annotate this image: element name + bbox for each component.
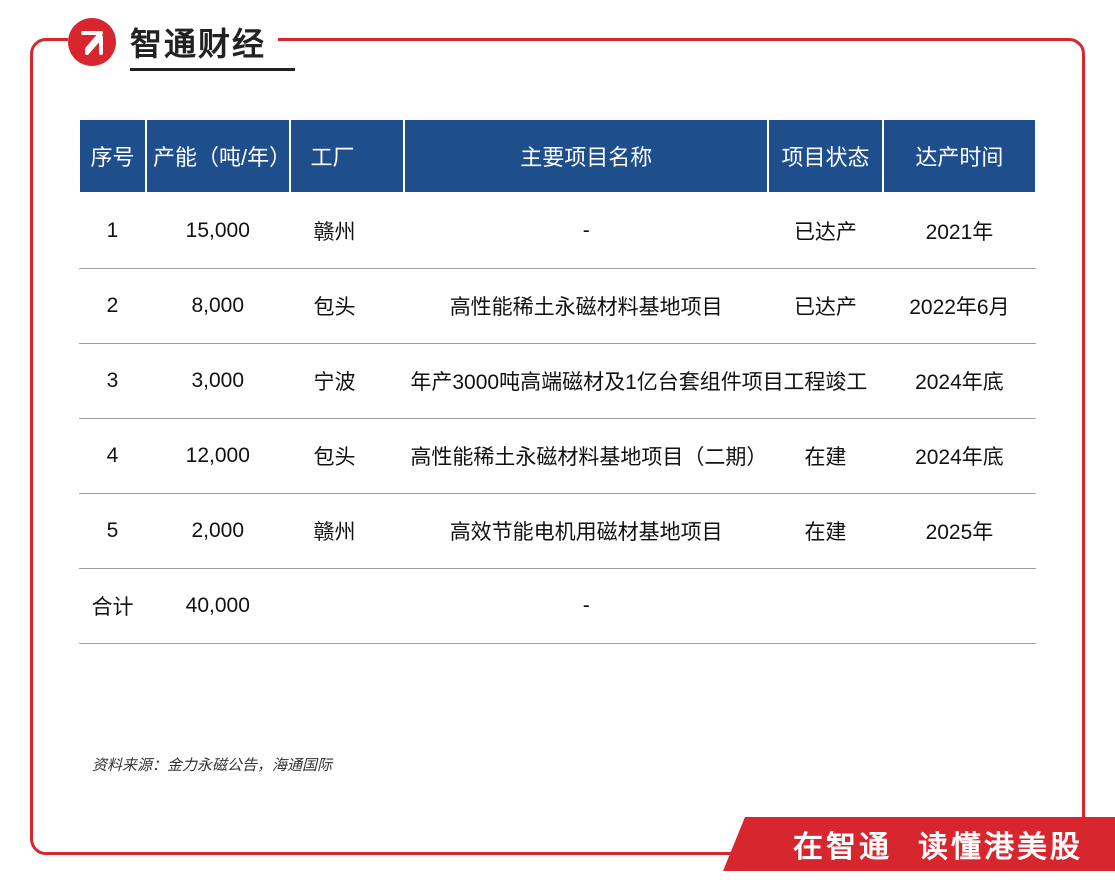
brand-header: 智通财经 — [68, 18, 278, 66]
table-total-row: 合计 40,000 - — [79, 569, 1036, 644]
cell-seq: 5 — [79, 494, 146, 569]
col-header-time: 达产时间 — [883, 119, 1036, 193]
cell-seq: 1 — [79, 193, 146, 269]
col-header-status: 项目状态 — [768, 119, 883, 193]
table-header-row: 序号 产能（吨/年） 工厂 主要项目名称 项目状态 达产时间 — [79, 119, 1036, 193]
cell-capacity: 12,000 — [146, 419, 290, 494]
cell-total-capacity: 40,000 — [146, 569, 290, 644]
cell-time: 2025年 — [883, 494, 1036, 569]
cell-total-project: - — [404, 569, 768, 644]
cell-total-factory — [290, 569, 405, 644]
cell-total-label: 合计 — [79, 569, 146, 644]
cell-capacity: 3,000 — [146, 344, 290, 419]
col-header-seq: 序号 — [79, 119, 146, 193]
table-row: 1 15,000 赣州 - 已达产 2021年 — [79, 193, 1036, 269]
table-row: 3 3,000 宁波 年产3000吨高端磁材及1亿台套组件项目 工程竣工 202… — [79, 344, 1036, 419]
table-row: 2 8,000 包头 高性能稀土永磁材料基地项目 已达产 2022年6月 — [79, 269, 1036, 344]
cell-factory: 赣州 — [290, 494, 405, 569]
cell-capacity: 15,000 — [146, 193, 290, 269]
cell-seq: 2 — [79, 269, 146, 344]
cell-time: 2022年6月 — [883, 269, 1036, 344]
capacity-table-container: 序号 产能（吨/年） 工厂 主要项目名称 项目状态 达产时间 1 15,000 … — [78, 118, 1037, 644]
footer-slant-decoration — [723, 817, 745, 871]
brand-logo-icon — [68, 18, 116, 66]
cell-time: 2024年底 — [883, 419, 1036, 494]
brand-name: 智通财经 — [130, 19, 266, 65]
table-body: 1 15,000 赣州 - 已达产 2021年 2 8,000 包头 高性能稀土… — [79, 193, 1036, 644]
cell-status: 工程竣工 — [768, 344, 883, 419]
cell-status: 已达产 — [768, 269, 883, 344]
footer-banner: 在智通 读懂港美股 — [745, 817, 1115, 871]
cell-status: 在建 — [768, 419, 883, 494]
cell-seq: 3 — [79, 344, 146, 419]
cell-total-status — [768, 569, 883, 644]
cell-seq: 4 — [79, 419, 146, 494]
cell-factory: 赣州 — [290, 193, 405, 269]
col-header-project: 主要项目名称 — [404, 119, 768, 193]
capacity-table: 序号 产能（吨/年） 工厂 主要项目名称 项目状态 达产时间 1 15,000 … — [78, 118, 1037, 644]
cell-total-time — [883, 569, 1036, 644]
cell-project: - — [404, 193, 768, 269]
col-header-factory: 工厂 — [290, 119, 405, 193]
cell-time: 2024年底 — [883, 344, 1036, 419]
col-header-capacity: 产能（吨/年） — [146, 119, 290, 193]
cell-capacity: 8,000 — [146, 269, 290, 344]
cell-project: 高性能稀土永磁材料基地项目（二期） — [404, 419, 768, 494]
cell-project: 年产3000吨高端磁材及1亿台套组件项目 — [404, 344, 768, 419]
cell-factory: 宁波 — [290, 344, 405, 419]
cell-capacity: 2,000 — [146, 494, 290, 569]
cell-project: 高效节能电机用磁材基地项目 — [404, 494, 768, 569]
cell-factory: 包头 — [290, 419, 405, 494]
brand-underline — [130, 68, 295, 71]
footer-text-1: 在智通 — [793, 822, 892, 866]
table-row: 5 2,000 赣州 高效节能电机用磁材基地项目 在建 2025年 — [79, 494, 1036, 569]
source-note: 资料来源：金力永磁公告，海通国际 — [92, 754, 332, 775]
cell-project: 高性能稀土永磁材料基地项目 — [404, 269, 768, 344]
cell-status: 已达产 — [768, 193, 883, 269]
cell-time: 2021年 — [883, 193, 1036, 269]
footer-text-2: 读懂港美股 — [918, 822, 1083, 866]
table-row: 4 12,000 包头 高性能稀土永磁材料基地项目（二期） 在建 2024年底 — [79, 419, 1036, 494]
cell-factory: 包头 — [290, 269, 405, 344]
cell-status: 在建 — [768, 494, 883, 569]
